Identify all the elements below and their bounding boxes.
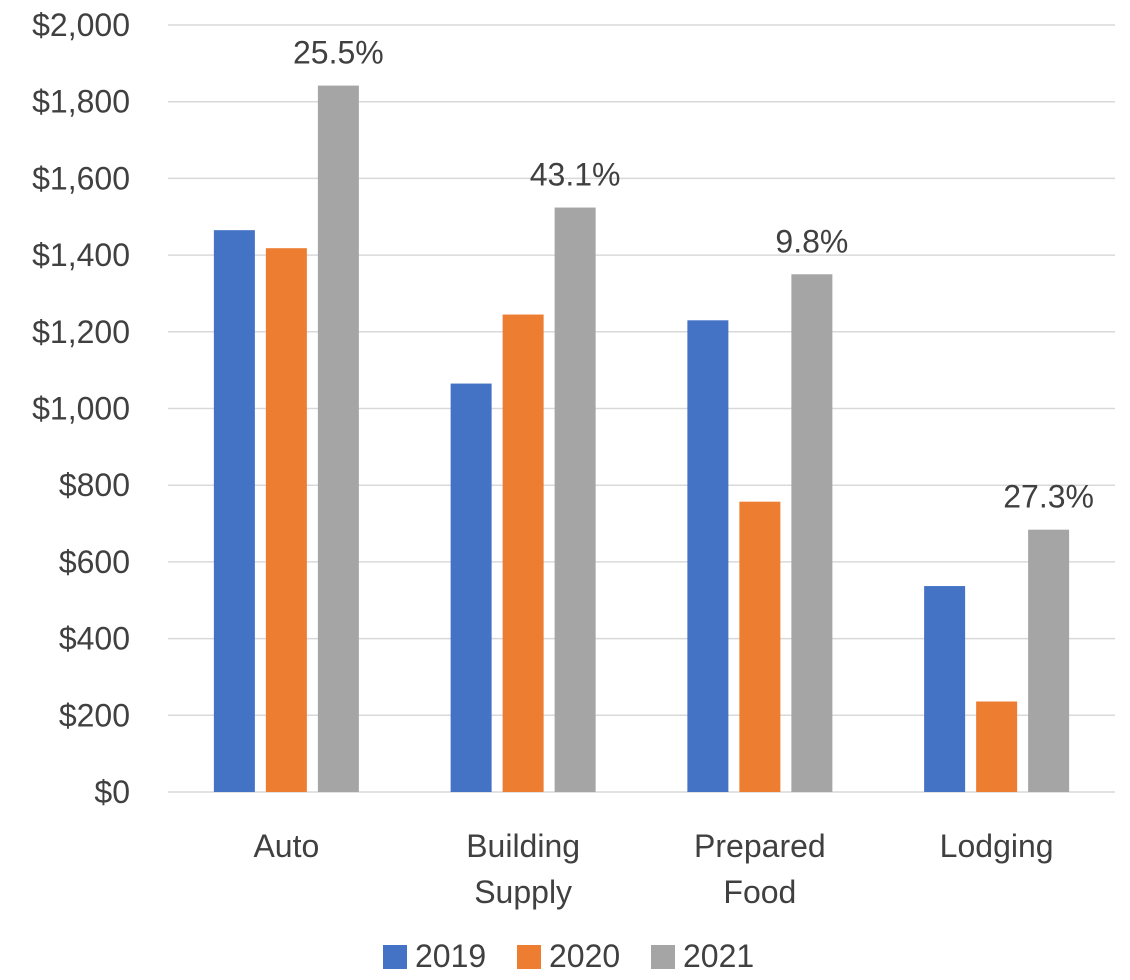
legend-swatch-2019 xyxy=(383,945,407,969)
bar-2021-2 xyxy=(791,274,833,792)
legend-label: 2021 xyxy=(683,938,754,974)
bars xyxy=(213,85,1070,793)
bar-2020-2 xyxy=(739,501,781,792)
gridlines xyxy=(168,24,1115,793)
bar-2020-0 xyxy=(265,248,307,792)
growth-annotation: 43.1% xyxy=(530,157,621,193)
legend-label: 2019 xyxy=(415,938,486,974)
y-tick-label: $2,000 xyxy=(32,7,130,43)
bar-2021-1 xyxy=(554,207,596,792)
bar-2019-2 xyxy=(687,320,729,792)
bar-2019-1 xyxy=(450,383,492,792)
y-tick-label: $1,200 xyxy=(32,314,130,350)
growth-annotation: 25.5% xyxy=(293,35,384,71)
y-tick-label: $400 xyxy=(59,621,130,657)
y-axis: $0 $200 $400 $600 $800 $1,000 $1,200 $1,400 $1,6… xyxy=(32,7,130,810)
x-tick-label: Auto xyxy=(253,828,319,864)
x-tick-label: Food xyxy=(723,874,796,910)
y-tick-label: $1,000 xyxy=(32,391,130,427)
annotations: 25.5% 43.1% 9.8% 27.3% xyxy=(293,35,1094,515)
legend-label: 2020 xyxy=(549,938,620,974)
bar-2021-3 xyxy=(1028,529,1070,792)
y-tick-label: $200 xyxy=(59,697,130,733)
x-axis: Auto Building Supply Prepared Food Lodging xyxy=(253,828,1053,910)
bar-2019-0 xyxy=(213,230,255,793)
y-tick-label: $600 xyxy=(59,544,130,580)
growth-annotation: 9.8% xyxy=(775,223,848,259)
y-tick-label: $1,800 xyxy=(32,84,130,120)
legend: 2019 2020 2021 xyxy=(383,938,754,974)
x-tick-label: Supply xyxy=(474,874,572,910)
y-tick-label: $1,400 xyxy=(32,237,130,273)
y-tick-label: $800 xyxy=(59,467,130,503)
x-tick-label: Building xyxy=(466,828,580,864)
bar-2020-1 xyxy=(502,314,544,792)
y-tick-label: $1,600 xyxy=(32,160,130,196)
bar-2021-0 xyxy=(317,85,359,792)
legend-swatch-2020 xyxy=(517,945,541,969)
y-tick-label: $0 xyxy=(94,774,130,810)
bar-2020-3 xyxy=(976,701,1018,792)
growth-annotation: 27.3% xyxy=(1003,479,1094,515)
bar-2019-3 xyxy=(924,586,966,792)
x-tick-label: Lodging xyxy=(940,828,1054,864)
x-tick-label: Prepared xyxy=(694,828,826,864)
legend-swatch-2021 xyxy=(651,945,675,969)
